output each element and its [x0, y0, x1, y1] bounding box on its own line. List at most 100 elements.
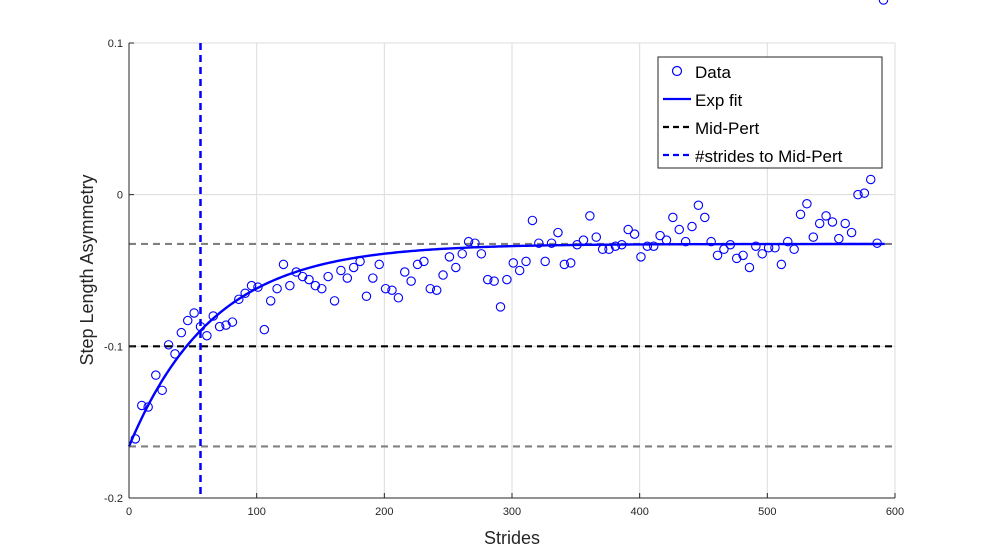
y-axis-label: Step Length Asymmetry [77, 174, 97, 365]
data-point [195, 321, 206, 332]
x-tick-label: 0 [126, 506, 132, 518]
data-point [763, 243, 774, 253]
data-point [189, 308, 199, 318]
data-point [878, 0, 889, 5]
data-point [725, 239, 736, 250]
data-point [821, 211, 831, 221]
data-point [259, 324, 270, 335]
data-point [438, 270, 448, 280]
exp-fit-layer [127, 242, 885, 447]
data-point [431, 285, 442, 295]
legend-item-strides-to-mid-pert: #strides to Mid-Pert [695, 147, 843, 166]
data-point [317, 283, 327, 294]
data-point [137, 400, 147, 411]
data-point [214, 321, 225, 332]
data-point [419, 256, 429, 267]
data-point [310, 280, 321, 291]
data-point [783, 236, 793, 247]
tick-labels: 0 100 200 300 400 500 600 -0.2 -0.1 0 0.1 [104, 38, 904, 518]
data-point [610, 241, 621, 251]
data-point [400, 267, 410, 277]
data-point [534, 238, 544, 248]
data-point [565, 258, 576, 268]
legend-marker-data [671, 65, 683, 77]
data-point [559, 259, 570, 270]
data-point [712, 250, 723, 261]
data-point [751, 241, 761, 251]
data-point [355, 256, 365, 267]
data-point [827, 217, 838, 227]
data-point [489, 276, 499, 286]
data-point [253, 282, 263, 292]
data-point [840, 218, 850, 229]
data-point [553, 227, 563, 238]
data-point [731, 253, 742, 264]
data-point [629, 229, 640, 239]
data-point [393, 293, 404, 303]
data-point [770, 243, 780, 253]
data-point [808, 232, 819, 242]
data-points [130, 0, 889, 444]
data-point [744, 262, 755, 273]
data-point [176, 327, 187, 338]
data-point [661, 235, 672, 245]
data-point [463, 236, 474, 247]
data-point [130, 434, 141, 444]
data-point [297, 271, 308, 282]
legend-item-exp-fit: Exp fit [695, 91, 743, 110]
data-point [227, 317, 238, 327]
data-point [451, 262, 461, 273]
data-point [182, 315, 193, 326]
data-point [846, 227, 857, 238]
data-point [368, 273, 378, 283]
data-point [655, 230, 665, 241]
data-point [693, 200, 704, 211]
data-point [585, 211, 595, 221]
x-tick-label: 200 [375, 506, 393, 518]
data-point [240, 288, 250, 298]
legend-item-data: Data [695, 63, 731, 82]
data-point [348, 262, 359, 273]
data-point [208, 311, 219, 321]
data-point [757, 249, 767, 259]
data-point [143, 402, 153, 412]
data-point [795, 209, 806, 220]
data-point [278, 259, 289, 270]
axes [128, 42, 896, 499]
y-tick-label: 0.1 [108, 38, 123, 50]
data-point [617, 239, 627, 250]
data-point [380, 283, 391, 294]
data-point [578, 235, 589, 245]
data-point [700, 212, 710, 223]
data-point [540, 256, 550, 267]
data-point [157, 385, 167, 396]
data-point [406, 276, 416, 286]
x-tick-label: 100 [247, 506, 265, 518]
data-point [387, 285, 397, 295]
data-point [285, 280, 295, 291]
legend: Data Exp fit Mid-Pert #strides to Mid-Pe… [657, 56, 883, 169]
data-point [342, 273, 353, 283]
data-point [872, 238, 882, 248]
data-point [648, 241, 659, 251]
y-tick-label: -0.1 [104, 341, 123, 353]
data-point [151, 370, 161, 380]
data-point [680, 236, 691, 247]
data-point [170, 349, 180, 359]
data-point [546, 238, 557, 248]
x-axis-label: Strides [484, 528, 540, 548]
data-point [604, 244, 614, 255]
data-point [444, 252, 455, 262]
data-point [470, 238, 480, 248]
data-point [668, 212, 678, 223]
data-point [706, 236, 716, 247]
data-point [687, 221, 697, 232]
data-point [457, 249, 467, 259]
data-point [789, 244, 799, 255]
data-point [246, 280, 257, 291]
x-tick-label: 600 [886, 506, 904, 518]
data-point [412, 259, 423, 270]
data-point [636, 252, 646, 262]
x-tick-label: 400 [630, 506, 648, 518]
